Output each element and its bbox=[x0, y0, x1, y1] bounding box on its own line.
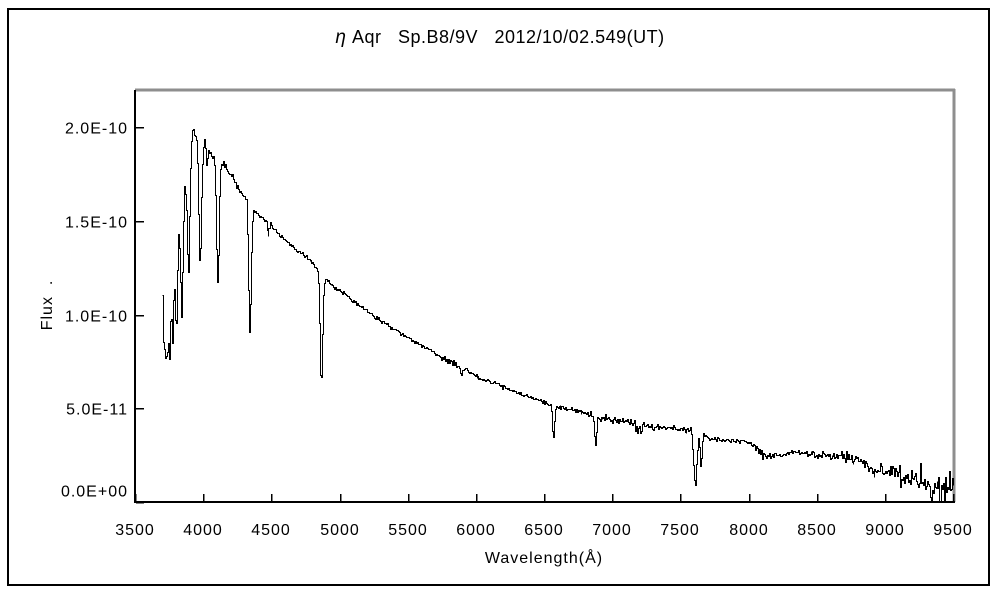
axis-ticks bbox=[134, 126, 955, 504]
x-tick-label-8000: 8000 bbox=[729, 522, 769, 539]
x-tick-label-8500: 8500 bbox=[797, 522, 837, 539]
x-tick-label-9000: 9000 bbox=[865, 522, 905, 539]
x-tick-label-7000: 7000 bbox=[592, 522, 632, 539]
x-tick-label-4000: 4000 bbox=[183, 522, 223, 539]
chart-title-text: Aqr Sp.B8/9V 2012/10/02.549(UT) bbox=[346, 27, 665, 47]
axis-tick-labels: 3500 4000 4500 5000 5500 6000 6500 7000 7500 8000… bbox=[61, 121, 973, 540]
x-tick-label-5500: 5500 bbox=[388, 522, 428, 539]
x-tick-label-6500: 6500 bbox=[524, 522, 564, 539]
y-tick-label-5.0E-11: 5.0E-11 bbox=[66, 402, 128, 419]
chart-title: η Aqr Sp.B8/9V 2012/10/02.549(UT) bbox=[0, 27, 1000, 49]
image-border bbox=[7, 8, 990, 586]
x-axis-title: Wavelength(Å) bbox=[484, 550, 604, 567]
x-tick-label-5000: 5000 bbox=[320, 522, 360, 539]
x-tick-label-4500: 4500 bbox=[251, 522, 291, 539]
x-tick-label-3500: 3500 bbox=[115, 522, 155, 539]
chart-title-greek-eta: η bbox=[335, 27, 347, 48]
spectrum-line bbox=[162, 129, 954, 502]
y-tick-label-1.5E-10: 1.5E-10 bbox=[65, 215, 128, 232]
y-tick-label-0.0E+00: 0.0E+00 bbox=[61, 484, 128, 501]
x-tick-label-9500: 9500 bbox=[933, 522, 973, 539]
x-tick-label-7500: 7500 bbox=[660, 522, 700, 539]
y-tick-label-2.0E-10: 2.0E-10 bbox=[65, 121, 128, 138]
spectrum-path bbox=[162, 129, 954, 502]
y-tick-label-1.0E-10: 1.0E-10 bbox=[65, 309, 128, 326]
plot-frame bbox=[134, 88, 956, 503]
x-tick-label-6000: 6000 bbox=[456, 522, 496, 539]
